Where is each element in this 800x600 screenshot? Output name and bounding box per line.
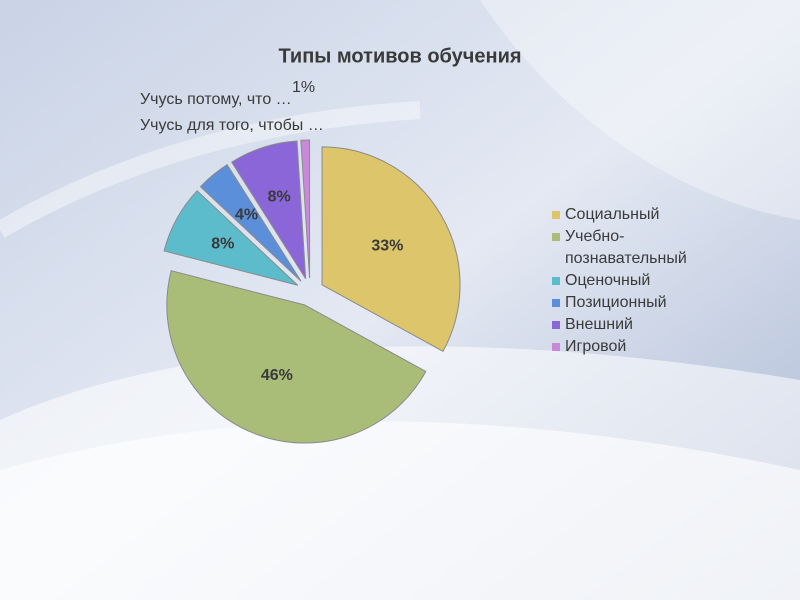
legend-label: Позиционный [565, 294, 667, 311]
data-label: 33% [371, 237, 403, 254]
legend-item: Внешний [552, 314, 727, 336]
pie-slice [300, 139, 311, 279]
legend-item: Оценочный [552, 270, 727, 292]
swoosh [0, 101, 421, 238]
annotation: Учусь для того, чтобы … [140, 117, 324, 134]
data-label: 8% [211, 235, 234, 252]
data-label: 8% [268, 189, 291, 206]
legend-item: Игровой [552, 336, 727, 358]
pie-slice [163, 190, 299, 286]
legend-swatch [552, 343, 560, 351]
pie-slice [321, 146, 461, 353]
legend: Социальный Учебно-познавательный Оценочный… [552, 204, 727, 358]
legend-label: Игровой [565, 338, 627, 355]
data-label: 46% [261, 367, 293, 384]
data-label: 4% [235, 207, 258, 224]
swoosh [480, 0, 800, 220]
annotation: Учусь потому, что … [140, 91, 292, 108]
legend-label: Внешний [565, 316, 633, 333]
pie-slice [231, 140, 307, 279]
legend-swatch [552, 277, 560, 285]
chart-title: Типы мотивов обучения [278, 45, 521, 67]
data-label: 1% [292, 79, 315, 96]
legend-item: Позиционный [552, 292, 727, 314]
legend-item: Социальный [552, 204, 727, 226]
swoosh [0, 421, 800, 600]
pie-slice [166, 270, 427, 444]
legend-swatch [552, 299, 560, 307]
legend-swatch [552, 211, 560, 219]
pie-slice [199, 164, 302, 282]
legend-label: Учебно-познавательный [565, 228, 687, 267]
legend-label: Оценочный [565, 272, 651, 289]
legend-item: Учебно-познавательный [552, 226, 727, 270]
legend-swatch [552, 321, 560, 329]
legend-label: Социальный [565, 206, 660, 223]
legend-swatch [552, 233, 560, 241]
